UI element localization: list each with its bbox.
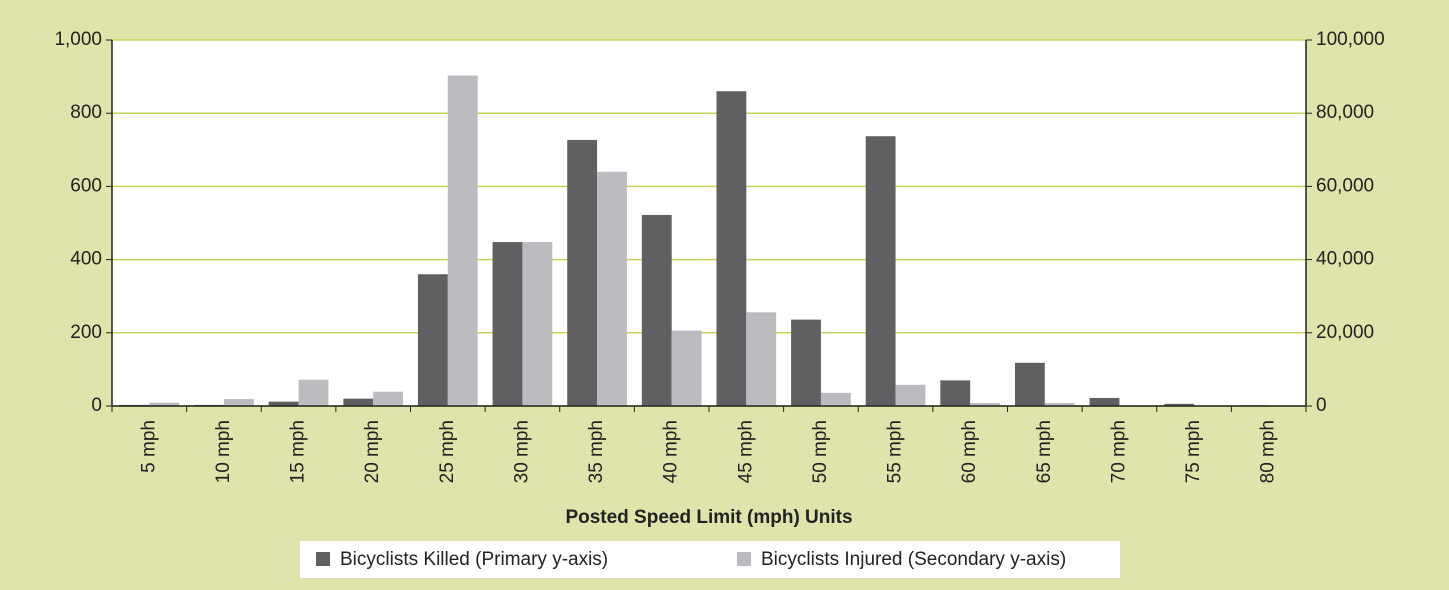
legend-box — [300, 541, 1120, 578]
y-tick-label: 1,000 — [54, 29, 102, 50]
bar — [447, 75, 478, 406]
y2-tick-label: 20,000 — [1316, 322, 1374, 343]
bar — [492, 242, 523, 406]
bar — [940, 380, 971, 406]
x-axis-title: Posted Speed Limit (mph) Units — [565, 507, 852, 528]
bar — [343, 398, 374, 406]
y2-tick-label: 80,000 — [1316, 102, 1374, 123]
bar — [865, 136, 896, 406]
y2-tick-label: 100,000 — [1316, 29, 1385, 50]
x-tick-label: 70 mph — [1108, 420, 1129, 483]
y-tick-label: 0 — [91, 395, 102, 416]
legend-label: Bicyclists Killed (Primary y-axis) — [340, 549, 608, 570]
bar — [791, 319, 821, 406]
x-tick-label: 55 mph — [885, 420, 906, 483]
bar — [820, 392, 851, 406]
bar — [373, 391, 404, 406]
x-tick-label: 75 mph — [1183, 420, 1204, 483]
bar — [895, 384, 926, 406]
x-tick-label: 10 mph — [213, 420, 234, 483]
x-tick-label: 15 mph — [288, 420, 309, 483]
bar — [268, 401, 299, 406]
x-tick-label: 40 mph — [661, 420, 682, 483]
bar — [641, 214, 672, 406]
x-tick-label: 35 mph — [586, 420, 607, 483]
bar — [597, 171, 627, 406]
bar — [567, 139, 598, 406]
bar — [522, 242, 553, 406]
y2-tick-label: 60,000 — [1316, 175, 1374, 196]
bar — [149, 402, 180, 406]
bar — [1014, 362, 1045, 406]
y2-tick-label: 0 — [1316, 395, 1327, 416]
x-tick-label: 25 mph — [437, 420, 458, 483]
bar — [223, 399, 254, 406]
bar — [1164, 403, 1195, 406]
x-tick-label: 80 mph — [1258, 420, 1279, 483]
bar — [716, 91, 747, 407]
x-tick-label: 45 mph — [735, 420, 756, 483]
x-tick-label: 65 mph — [1034, 420, 1055, 483]
y2-tick-label: 40,000 — [1316, 249, 1374, 270]
x-tick-label: 60 mph — [959, 420, 980, 483]
legend-label: Bicyclists Injured (Secondary y-axis) — [761, 549, 1066, 570]
plot-area — [112, 40, 1306, 406]
bar — [417, 274, 448, 406]
bar — [746, 312, 777, 406]
y-tick-label: 400 — [70, 249, 102, 270]
bar — [970, 403, 1001, 406]
bar — [671, 330, 702, 406]
bar — [298, 379, 329, 406]
x-tick-label: 20 mph — [362, 420, 383, 483]
bar — [1044, 403, 1075, 406]
y-tick-label: 800 — [70, 102, 102, 123]
x-tick-label: 50 mph — [810, 420, 831, 483]
x-tick-label: 5 mph — [138, 420, 159, 473]
x-tick-label: 30 mph — [511, 420, 532, 483]
y-tick-label: 600 — [70, 175, 102, 196]
y-tick-label: 200 — [70, 322, 102, 343]
bar — [1089, 397, 1120, 406]
legend-swatch — [316, 552, 330, 566]
legend-swatch — [737, 552, 751, 566]
